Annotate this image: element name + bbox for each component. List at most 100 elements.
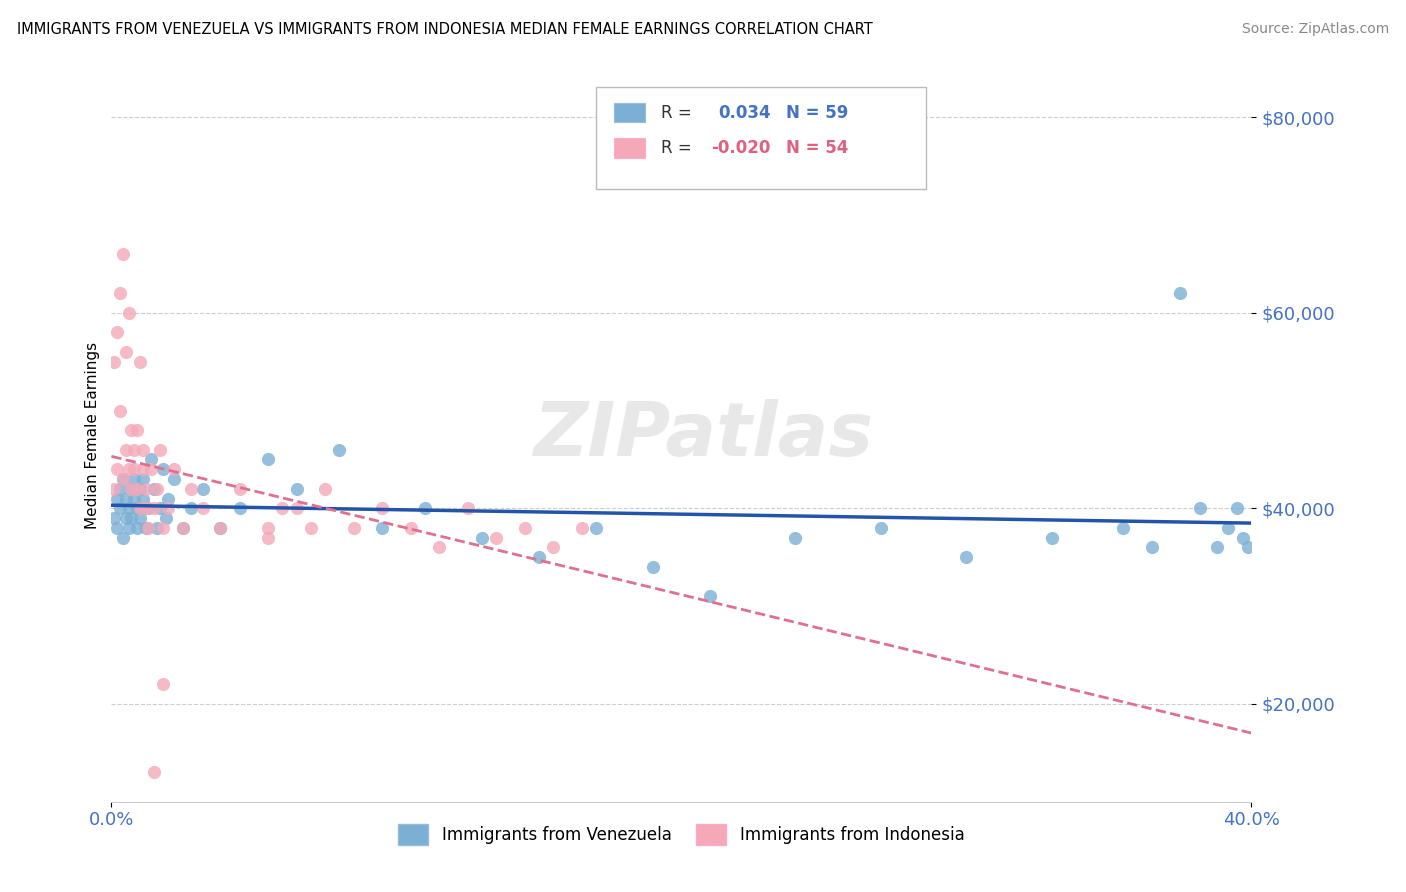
Point: [114, 511, 136, 525]
Point: [471, 531, 494, 545]
Point: [180, 501, 202, 516]
Point: [108, 482, 131, 496]
Point: [257, 531, 280, 545]
Point: [1218, 521, 1240, 535]
Point: [105, 462, 128, 476]
Point: [257, 521, 280, 535]
Legend: Immigrants from Venezuela, Immigrants from Indonesia: Immigrants from Venezuela, Immigrants fr…: [398, 824, 965, 845]
Point: [228, 482, 250, 496]
Point: [285, 501, 308, 516]
Point: [1232, 531, 1254, 545]
Point: [108, 501, 131, 516]
Point: [155, 511, 177, 525]
Point: [114, 345, 136, 359]
Point: [129, 511, 152, 525]
Point: [105, 521, 128, 535]
Point: [149, 442, 172, 457]
Point: [191, 501, 214, 516]
Point: [105, 491, 128, 506]
Point: [146, 482, 169, 496]
Point: [152, 521, 174, 535]
Point: [1226, 501, 1249, 516]
Point: [1168, 286, 1191, 301]
FancyBboxPatch shape: [596, 87, 927, 189]
Point: [105, 326, 128, 340]
Point: [138, 521, 160, 535]
Point: [208, 521, 231, 535]
Point: [343, 521, 366, 535]
Text: 0.034: 0.034: [718, 103, 770, 121]
Point: [122, 472, 145, 486]
Point: [143, 482, 166, 496]
Point: [399, 521, 422, 535]
Point: [1188, 501, 1211, 516]
Point: [114, 491, 136, 506]
Point: [152, 462, 174, 476]
Point: [108, 286, 131, 301]
Point: [485, 531, 508, 545]
Point: [571, 521, 593, 535]
Point: [111, 247, 134, 261]
Point: [125, 521, 148, 535]
Point: [141, 462, 163, 476]
Point: [108, 403, 131, 417]
Point: [163, 472, 186, 486]
Point: [172, 521, 194, 535]
Point: [785, 531, 807, 545]
Point: [1040, 531, 1063, 545]
Point: [149, 501, 172, 516]
Point: [135, 482, 157, 496]
Text: Source: ZipAtlas.com: Source: ZipAtlas.com: [1241, 22, 1389, 37]
Point: [157, 501, 180, 516]
Point: [143, 501, 166, 516]
Text: IMMIGRANTS FROM VENEZUELA VS IMMIGRANTS FROM INDONESIA MEDIAN FEMALE EARNINGS CO: IMMIGRANTS FROM VENEZUELA VS IMMIGRANTS …: [17, 22, 873, 37]
Point: [457, 501, 479, 516]
Point: [122, 442, 145, 457]
FancyBboxPatch shape: [614, 137, 645, 158]
Point: [143, 765, 166, 780]
Text: N = 54: N = 54: [786, 138, 849, 157]
Point: [135, 521, 157, 535]
Point: [371, 501, 394, 516]
Point: [285, 482, 308, 496]
FancyBboxPatch shape: [614, 103, 645, 122]
Point: [513, 521, 536, 535]
Point: [120, 482, 142, 496]
Point: [328, 442, 350, 457]
Point: [132, 462, 155, 476]
Point: [163, 462, 186, 476]
Point: [117, 501, 139, 516]
Point: [132, 491, 155, 506]
Point: [129, 355, 152, 369]
Point: [585, 521, 607, 535]
Point: [138, 501, 160, 516]
Point: [114, 442, 136, 457]
Point: [180, 482, 202, 496]
Point: [427, 541, 450, 555]
Text: N = 59: N = 59: [786, 103, 849, 121]
Point: [122, 491, 145, 506]
Text: ZIPatlas: ZIPatlas: [534, 399, 875, 472]
Point: [125, 423, 148, 437]
Point: [122, 462, 145, 476]
Point: [699, 590, 721, 604]
Point: [103, 355, 125, 369]
Point: [641, 560, 664, 574]
Point: [541, 541, 564, 555]
Point: [117, 462, 139, 476]
Text: R =: R =: [661, 138, 697, 157]
Point: [152, 677, 174, 691]
Point: [111, 472, 134, 486]
Point: [111, 531, 134, 545]
Point: [1112, 521, 1135, 535]
Point: [125, 482, 148, 496]
Point: [132, 442, 155, 457]
Point: [125, 501, 148, 516]
Point: [117, 521, 139, 535]
Point: [1206, 541, 1229, 555]
Point: [141, 452, 163, 467]
Point: [129, 482, 152, 496]
Point: [172, 521, 194, 535]
Point: [120, 482, 142, 496]
Point: [117, 306, 139, 320]
